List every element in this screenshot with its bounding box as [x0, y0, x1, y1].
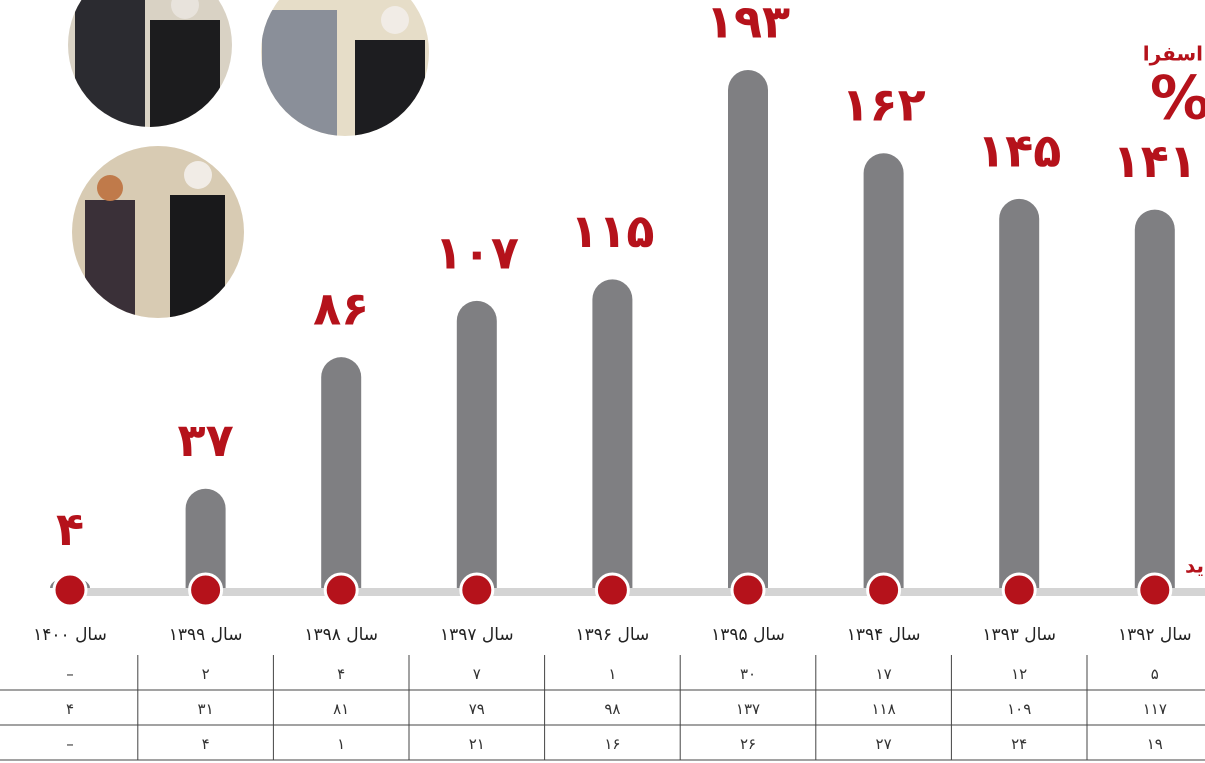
category-label: سال ۱۳۹۵ [711, 625, 785, 645]
category-label: سال ۱۳۹۲ [1118, 625, 1192, 645]
photo [60, 0, 240, 130]
table-cell: – [66, 665, 74, 683]
table-cell: ۵ [1151, 665, 1159, 683]
table-cell: ۳۱ [198, 700, 214, 718]
table-cell: ۱ [608, 665, 616, 683]
value-label: ۱۴۵ [977, 123, 1061, 177]
table-cell: ۲۷ [876, 735, 892, 753]
value-label: ۱۱۵ [570, 204, 654, 258]
infographic: اسفرا % ید ۴ سال ۱۴۰۰ ۳۷ سال ۱۳۹۹ ۸۶ سال ۱۳۹۸… [0, 0, 1205, 763]
table-cell: ۳۰ [740, 665, 756, 683]
value-label: ۱۴۱ [1113, 134, 1197, 188]
table-cell: ۴ [66, 700, 74, 718]
category-label: سال ۱۳۹۳ [982, 625, 1056, 645]
timeline-dot [325, 574, 357, 606]
table-cell: ۴ [337, 665, 345, 683]
timeline-dot [868, 574, 900, 606]
timeline-dot [732, 574, 764, 606]
table-cell: ۹۸ [604, 700, 620, 718]
bar [864, 153, 904, 588]
table-cell: ۷ [473, 665, 481, 683]
table-cell: ۱۷ [876, 665, 892, 683]
value-label: ۴ [56, 502, 84, 556]
annotation: % [1150, 64, 1205, 134]
table-cell: ۱ [337, 735, 345, 753]
photo [70, 145, 250, 325]
bar [728, 70, 768, 588]
table-cell: ۸۱ [333, 700, 349, 718]
timeline-dot [190, 574, 222, 606]
table-cell: ۲۱ [469, 735, 485, 753]
category-label: سال ۱۳۹۷ [440, 625, 514, 645]
table-cell: ۱۶ [604, 735, 620, 753]
timeline-dot [1003, 574, 1035, 606]
table-cell: ۱۱۷ [1143, 700, 1167, 718]
annotation: ید [1185, 554, 1204, 578]
category-label: سال ۱۳۹۸ [304, 625, 378, 645]
timeline-dot [54, 574, 86, 606]
value-label: ۱۹۳ [706, 0, 790, 49]
category-label: سال ۱۳۹۹ [169, 625, 243, 645]
bar [592, 279, 632, 588]
category-label: سال ۱۴۰۰ [33, 625, 107, 645]
value-label: ۳۷ [178, 413, 234, 467]
table-cell: ۱۳۷ [736, 700, 760, 718]
annotation: اسفرا [1143, 42, 1203, 66]
bar [1135, 210, 1175, 588]
value-label: ۱۶۲ [841, 78, 925, 132]
timeline-dot [596, 574, 628, 606]
timeline-dot [461, 574, 493, 606]
bar [999, 199, 1039, 588]
table-cell: ۲ [202, 665, 210, 683]
bar [457, 301, 497, 588]
category-label: سال ۱۳۹۴ [847, 625, 921, 645]
value-label: ۸۶ [313, 282, 369, 336]
table-cell: ۱۰۹ [1007, 700, 1031, 718]
value-label: ۱۰۷ [435, 225, 519, 279]
timeline-dot [1139, 574, 1171, 606]
photo [255, 0, 435, 140]
table-cell: ۴ [202, 735, 210, 753]
table-cell: ۱۲ [1011, 665, 1027, 683]
table-cell: ۲۴ [1011, 735, 1027, 753]
table-cell: ۱۹ [1147, 735, 1163, 753]
category-label: سال ۱۳۹۶ [576, 625, 650, 645]
table-cell: ۱۱۸ [872, 700, 896, 718]
table-cell: ۷۹ [469, 700, 485, 718]
table-cell: – [66, 735, 74, 753]
bar [321, 357, 361, 588]
table-cell: ۲۶ [740, 735, 756, 753]
